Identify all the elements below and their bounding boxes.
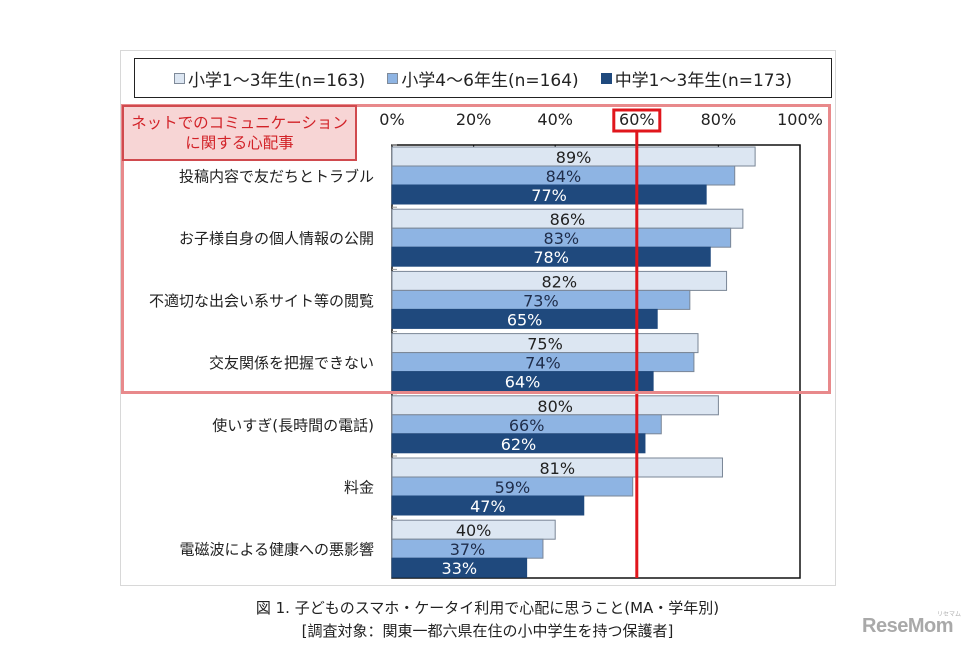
category-label: 料金 [344, 479, 374, 497]
x-tick-label: 100% [777, 110, 823, 129]
highlight-region-box [121, 104, 831, 394]
highlight-label-line1: ネットでのコミュニケーション [131, 114, 348, 132]
category-label: お子様自身の個人情報の公開 [179, 230, 374, 248]
bar [391, 371, 654, 392]
data-label: 64% [505, 373, 541, 392]
legend-swatch-junior-high [600, 72, 612, 84]
data-label: 80% [537, 397, 573, 416]
highlight-region-label: ネットでのコミュニケーション に関する心配事 [122, 105, 357, 161]
bar [391, 308, 658, 329]
legend-label: 小学1～3年生(n=163) [187, 70, 366, 91]
resemom-logo-sub: リセマム [937, 611, 962, 618]
highlight-label-line2: に関する心配事 [185, 134, 294, 152]
data-label: 89% [556, 148, 592, 167]
x-tick-label: 40% [537, 110, 573, 129]
bar [391, 246, 711, 267]
category-label: 投稿内容で友だちとトラブル [179, 168, 374, 186]
bar [391, 184, 707, 205]
data-label: 40% [456, 521, 492, 540]
data-label: 66% [509, 416, 545, 435]
legend-swatch-grade4-6 [387, 72, 399, 84]
category-label: 電磁波による健康への悪影響 [179, 541, 374, 559]
x-tick-label: 60% [619, 110, 655, 129]
figure-subcaption: [調査対象：関東一都六県在住の小中学生を持つ保護者] [301, 622, 674, 640]
bar [391, 495, 585, 516]
category-label: 不適切な出会い系サイト等の閲覧 [149, 292, 374, 310]
data-label: 75% [527, 335, 563, 354]
bar [391, 557, 528, 578]
legend-label: 小学4～6年生(n=164) [401, 70, 579, 91]
data-label: 78% [533, 248, 569, 267]
data-label: 74% [525, 354, 561, 373]
legend-item-grade4-6: 小学4～6年生(n=164) [387, 66, 579, 91]
chart-legend: 小学1～3年生(n=163) 小学4～6年生(n=164) 中学1～3年生(n=… [134, 58, 832, 98]
data-label: 59% [495, 478, 531, 497]
data-label: 33% [442, 559, 478, 578]
legend-item-grade1-3: 小学1～3年生(n=163) [173, 66, 366, 91]
data-label: 62% [501, 435, 537, 454]
data-label: 84% [546, 167, 582, 186]
data-label: 77% [531, 186, 567, 205]
legend-swatch-grade1-3 [173, 72, 185, 84]
category-label: 使いすぎ(長時間の電話) [212, 416, 374, 434]
data-label: 47% [470, 497, 506, 516]
bar [391, 433, 646, 454]
legend-label: 中学1～3年生(n=173) [614, 70, 793, 91]
figure-caption: 図 1. 子どものスマホ・ケータイ利用で心配に思うこと(MA・学年別) [255, 599, 720, 617]
data-label: 73% [523, 291, 559, 310]
data-label: 37% [450, 540, 486, 559]
category-label: 交友関係を把握できない [209, 354, 374, 372]
legend-item-junior-high: 中学1～3年生(n=173) [600, 66, 793, 91]
resemom-logo: ReseMom [862, 615, 953, 637]
data-label: 86% [550, 210, 586, 229]
x-tick-label: 0% [379, 110, 404, 129]
x-tick-label: 20% [456, 110, 492, 129]
data-label: 81% [539, 459, 575, 478]
x-tick-label: 80% [701, 110, 737, 129]
data-label: 83% [544, 229, 580, 248]
data-label: 65% [507, 310, 543, 329]
data-label: 82% [541, 272, 577, 291]
